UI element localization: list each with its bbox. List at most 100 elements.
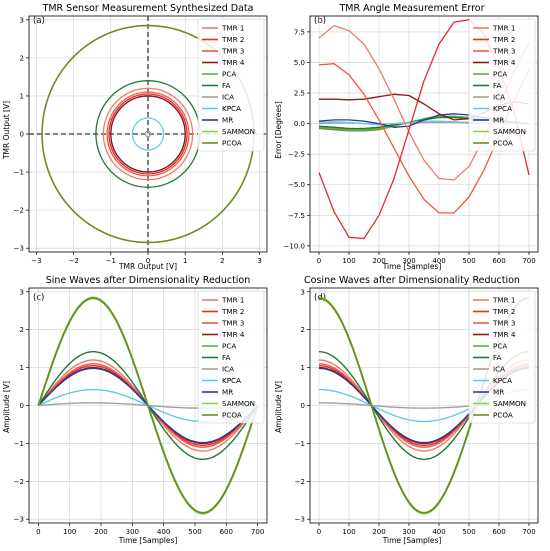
panel-d-xtick-label: 500	[462, 528, 475, 536]
panel-a-ytick-label: 1	[20, 92, 24, 100]
panel-b-xtick-label: 600	[492, 257, 505, 265]
panel-b-tag: (b)	[314, 16, 326, 26]
panel-d: Cosine Waves after Dimensionality Reduct…	[274, 275, 539, 545]
panel-b-ytick-label: 0.0	[294, 120, 305, 128]
panel-b-xlabel: Time [Samples]	[382, 262, 442, 271]
panel-a-legend-label: FA	[222, 81, 230, 90]
panel-b-legend-label: ICA	[493, 93, 505, 102]
panel-c-legend-label: TMR 4	[221, 330, 245, 339]
panel-c-ytick-label: −3	[14, 516, 24, 524]
panel-c-xtick-label: 100	[63, 528, 76, 536]
panel-b-ytick-label: 7.5	[294, 28, 305, 36]
panel-b: TMR Angle Measurement Error (b) Time [Sa…	[274, 3, 539, 271]
panel-c-xtick-label: 200	[94, 528, 107, 536]
panel-a-legend-label: KPCA	[222, 104, 241, 113]
panel-d-legend-label: TMR 2	[492, 307, 515, 316]
panel-c-legend-label: MR	[222, 388, 233, 397]
panel-c-xtick-label: 700	[251, 528, 264, 536]
panel-b-title: TMR Angle Measurement Error	[338, 3, 484, 14]
panel-d-legend-label: ICA	[493, 365, 505, 374]
panel-a-xtick-label: 3	[257, 257, 261, 265]
panel-a: TMR Sensor Measurement Synthesized Data …	[2, 3, 268, 271]
panel-a-circle-kpca	[131, 117, 165, 151]
panel-a-legend-label: MR	[222, 116, 233, 125]
panel-d-legend-label: PCOA	[493, 411, 513, 420]
panel-c-ytick-label: −2	[14, 478, 24, 486]
panel-b-xtick-label: 700	[522, 257, 535, 265]
panel-d-legend-label: FA	[493, 353, 501, 362]
panel-a-tag: (a)	[33, 16, 45, 26]
panel-a-plot: −3 −2 −1 0 1 2 3 −3 −2 −1 0 1 2 3 TMR 1 TMR 2 TMR 3 TMR 4…	[14, 15, 268, 265]
panel-d-xtick-label: 0	[317, 528, 321, 536]
panel-b-ytick-label: 5.0	[294, 59, 305, 67]
panel-b-legend-label: SAMMON	[493, 127, 526, 136]
panel-b-xtick-label: 0	[317, 257, 321, 265]
panel-c-legend-label: TMR 1	[221, 296, 244, 305]
panel-c-ytick-label: 2	[20, 326, 24, 334]
panel-a-circle-tmr-1	[102, 87, 194, 181]
panel-a-circle-tmr-3	[106, 91, 190, 177]
panel-b-legend-label: TMR 2	[492, 35, 515, 44]
panel-a-legend-label: TMR 1	[221, 24, 244, 33]
panel-c-legend-label: FA	[222, 353, 230, 362]
panel-a-legend-label: TMR 3	[221, 47, 244, 56]
panel-c-legend-label: TMR 2	[221, 307, 244, 316]
panel-c-title: Sine Waves after Dimensionality Reductio…	[46, 275, 251, 286]
panel-c-ylabel: Amplitude [V]	[2, 381, 11, 433]
panel-a-xtick-label: −3	[31, 257, 41, 265]
panel-c: Sine Waves after Dimensionality Reductio…	[2, 275, 268, 545]
panel-a-legend-label: ICA	[222, 93, 234, 102]
panel-a-legend: TMR 1 TMR 2 TMR 3 TMR 4 PCA FA ICA KPCA MR SAMMON…	[197, 18, 265, 152]
panel-d-ytick-label: 3	[301, 288, 305, 296]
panel-d-ytick-label: 0	[301, 402, 305, 410]
panel-b-ytick-label: −2.5	[288, 151, 305, 159]
panel-a-xlabel: TMR Output [V]	[118, 262, 177, 271]
panel-d-ytick-label: −2	[295, 478, 305, 486]
panel-a-xtick-label: −1	[106, 257, 116, 265]
panel-c-xtick-label: 500	[188, 528, 201, 536]
panel-a-xtick-label: 2	[220, 257, 224, 265]
panel-b-legend-label: FA	[493, 81, 501, 90]
panel-d-xtick-label: 200	[372, 528, 385, 536]
panel-c-legend-label: PCOA	[222, 411, 242, 420]
panel-c-ytick-label: 3	[20, 288, 24, 296]
panel-b-legend-label: TMR 3	[492, 47, 515, 56]
panel-d-ytick-label: −1	[295, 440, 305, 448]
panel-d-legend-label: SAMMON	[493, 399, 526, 408]
panel-a-ytick-label: 3	[20, 16, 24, 24]
panel-a-ytick-label: 2	[20, 54, 24, 62]
panel-a-circle-ica	[144, 130, 152, 138]
panel-b-legend-box	[468, 18, 536, 152]
panel-a-xtick-label: 0	[146, 257, 150, 265]
panel-d-legend-label: KPCA	[493, 376, 512, 385]
panel-a-ytick-label: −2	[14, 207, 24, 215]
panel-a-title: TMR Sensor Measurement Synthesized Data	[42, 3, 254, 14]
panel-d-xtick-label: 400	[432, 528, 445, 536]
panel-b-ytick-label: −10.0	[284, 242, 305, 250]
panel-b-xtick-label: 100	[342, 257, 355, 265]
panel-b-frame	[309, 15, 539, 253]
panel-c-xtick-label: 0	[36, 528, 40, 536]
panel-b-legend-label: TMR 4	[492, 58, 516, 67]
panel-b-legend-label: TMR 1	[492, 24, 515, 33]
panel-c-legend-box	[197, 290, 265, 424]
panel-b-legend-label: KPCA	[493, 104, 512, 113]
panel-b-plot: 0 100 200 300 400 500 600 700 −10.0 −7.5 −5.0 −2.5 0…	[284, 15, 539, 265]
panel-c-legend-label: KPCA	[222, 376, 241, 385]
panel-a-ylabel: TMR Output [V]	[2, 101, 11, 160]
panel-a-legend-label: PCOA	[222, 139, 242, 148]
panel-d-legend-label: TMR 3	[492, 319, 515, 328]
panel-a-ytick-label: 0	[20, 131, 24, 139]
panel-c-legend-label: PCA	[222, 342, 236, 351]
panel-a-circle-tmr-4	[110, 95, 186, 173]
panel-d-legend: TMR 1 TMR 2 TMR 3 TMR 4 PCA FA ICA KPCA MR SAMMON…	[468, 290, 536, 424]
panel-d-xtick-label: 700	[522, 528, 535, 536]
panel-c-legend-label: ICA	[222, 365, 234, 374]
panel-b-xtick-label: 500	[462, 257, 475, 265]
panel-a-xtick-label: 1	[183, 257, 187, 265]
panel-b-xtick-label: 400	[432, 257, 445, 265]
panel-a-ytick-label: −3	[14, 245, 24, 253]
panel-c-xtick-label: 400	[157, 528, 170, 536]
